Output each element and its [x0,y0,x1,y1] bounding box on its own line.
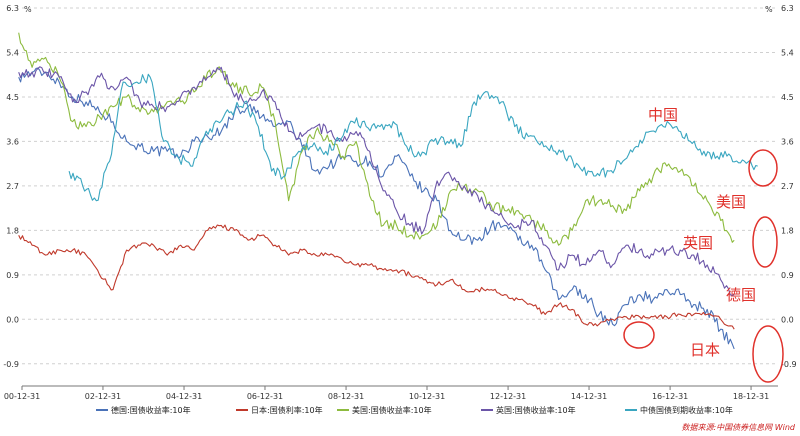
y-tick-label-right: 6.3 [781,4,794,13]
series-line [18,67,735,350]
highlight-circle-china-end [748,149,778,187]
y-tick-label-right: 0.9 [781,271,794,280]
y-tick-label-left: 0.9 [6,271,19,280]
highlight-circle-us-uk-end [752,216,778,268]
highlight-circle-2016 [623,321,655,349]
x-tick-label: 12-12-31 [490,392,526,401]
highlight-circles [623,149,784,383]
legend-label: 美国:国债收益率:10年 [352,405,432,415]
legend-label: 日本:国债利率:10年 [251,405,323,415]
y-tick-label-left: -0.9 [3,360,19,369]
y-tick-label-right: 5.4 [781,48,794,57]
x-tick-label: 04-12-31 [166,392,202,401]
y-tick-label-right: -0.9 [781,360,797,369]
y-axis-right: 6.3 5.4 4.5 3.6 2.7 1.8 0.9 0.0 -0.9 [781,4,797,369]
series-layer [18,32,758,350]
annotation-us: 美国 [716,193,746,211]
y-tick-label-right: 2.7 [781,182,794,191]
annotation-china: 中国 [648,106,678,124]
y-tick-label-left: 5.4 [6,48,19,57]
legend-label: 英国:国债收益率:10年 [496,405,576,415]
series-line [18,66,735,296]
x-tick-label: 08-12-31 [328,392,364,401]
x-tick-label: 00-12-31 [4,392,40,401]
annotation-japan: 日本 [690,341,720,359]
x-tick-label: 02-12-31 [85,392,121,401]
x-tick-label: 14-12-31 [571,392,607,401]
x-tick-label: 16-12-31 [652,392,688,401]
y-tick-label-left: 2.7 [6,182,19,191]
y-tick-label-left: 1.8 [6,226,19,235]
y-tick-label-left: 4.5 [6,93,19,102]
y-tick-label-right: 1.8 [781,226,794,235]
annotation-germany: 德国 [726,286,756,304]
y-tick-label-left: 3.6 [6,137,19,146]
y-tick-label-left: 0.0 [6,315,19,324]
legend-label: 中债国债到期收益率:10年 [640,405,733,415]
x-tick-label: 10-12-31 [409,392,445,401]
data-source: 数据来源:中国债券信息网 Wind [681,423,795,432]
y-tick-label-left: 6.3 [6,4,19,13]
x-tick-label: 06-12-31 [247,392,283,401]
y-tick-label-right: 0.0 [781,315,794,324]
y-tick-label-right: 4.5 [781,93,794,102]
x-axis: 00-12-31 02-12-31 04-12-31 06-12-31 08-12-31… [4,386,769,401]
legend-label: 德国:国债收益率:10年 [111,405,191,415]
y-unit-right: % [765,5,773,14]
highlight-circle-de-jp-end [752,325,784,383]
annotation-uk: 英国 [683,234,713,252]
y-axis-left: 6.3 5.4 4.5 3.6 2.7 1.8 0.9 0.0 -0.9 [3,4,19,369]
y-unit-left: % [24,5,32,14]
series-line [68,73,758,202]
x-tick-label: 18-12-31 [733,392,769,401]
series-line [18,224,735,330]
series-line [18,32,735,246]
y-tick-label-right: 3.6 [781,137,794,146]
legend: 德国:国债收益率:10年 日本:国债利率:10年 美国:国债收益率:10年 英国:国债… [96,405,733,415]
